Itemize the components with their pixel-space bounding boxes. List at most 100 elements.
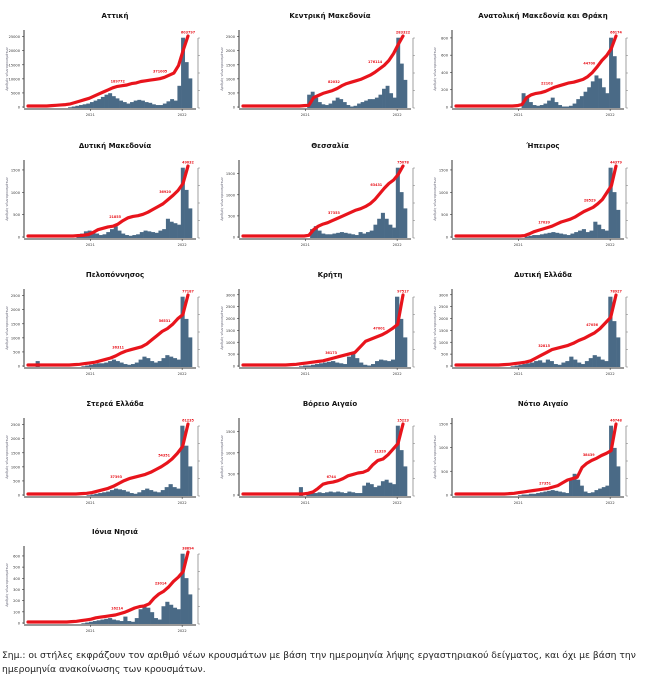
bar: [86, 103, 91, 108]
x-tick-label: 2022: [393, 501, 402, 505]
bar: [336, 491, 341, 496]
region-chart: Δυτική Ελλάδα 0 500 1000 1500 2000 2500 3000 Αρι…: [428, 267, 638, 387]
bar: [184, 62, 189, 108]
bar: [100, 619, 105, 624]
bar: [561, 106, 566, 108]
bar: [133, 100, 138, 108]
bar: [530, 362, 535, 367]
data-label: 63431: [370, 183, 382, 187]
y-axis-label: Αριθμός νέων κρουσμάτων: [220, 306, 224, 349]
y-axis-label: Αριθμός νέων κρουσμάτων: [5, 563, 9, 606]
bar: [349, 106, 354, 108]
cumulative-line: [454, 422, 618, 496]
y-tick-label: 500: [13, 350, 21, 354]
bar: [378, 94, 383, 108]
bar: [547, 490, 552, 496]
x-tick-label: 2022: [178, 501, 187, 505]
bar: [373, 487, 378, 496]
bar: [170, 99, 175, 108]
x-tick-label: 2021: [514, 243, 523, 247]
bar: [121, 490, 126, 496]
bar: [138, 359, 143, 367]
bar: [328, 234, 333, 238]
region-chart: Στερεά Ελλάδα 0 500 1000 1500 2000 2500 Αριθμός…: [0, 396, 210, 516]
bar: [375, 361, 380, 367]
chart-svg: 0 5000 10000 15000 20000 25000 Αριθμός νέων κρ…: [5, 30, 200, 117]
bar: [392, 227, 397, 238]
data-label: 38439: [583, 453, 595, 457]
bar: [184, 318, 189, 367]
cumulative-line: [26, 293, 190, 367]
bar: [313, 226, 318, 238]
bar: [578, 230, 583, 238]
data-label: 77187: [182, 290, 194, 294]
bar: [332, 492, 337, 496]
bar: [176, 359, 181, 367]
x-tick-label: 2021: [301, 113, 310, 117]
bar: [150, 612, 155, 624]
y-tick-label: 0: [18, 236, 21, 240]
bar: [146, 358, 151, 367]
bar: [354, 235, 359, 238]
bar: [310, 493, 315, 496]
bar: [81, 623, 86, 624]
bar: [609, 37, 614, 109]
bar: [172, 358, 178, 367]
bar: [579, 485, 584, 496]
bar: [536, 105, 541, 108]
y-tick-label: 500: [228, 214, 236, 218]
bar: [568, 478, 573, 496]
bar: [550, 97, 555, 108]
bar: [339, 492, 344, 496]
bar: [522, 364, 527, 367]
bar: [92, 621, 97, 624]
data-label: 283322: [396, 31, 411, 35]
bar: [96, 620, 101, 624]
bar: [134, 618, 139, 624]
y-axis-label: Αριθμός νέων κρουσμάτων: [433, 306, 437, 349]
bar: [142, 604, 147, 624]
cumulative-line: [241, 293, 405, 367]
y-axis-label: Αριθμός νέων κρουσμάτων: [433, 47, 437, 90]
bar: [184, 445, 189, 496]
bar: [561, 492, 566, 496]
bar: [169, 356, 174, 367]
bar: [403, 79, 408, 108]
x-tick-label: 2022: [393, 243, 402, 247]
bar: [82, 104, 87, 108]
bar: [169, 604, 174, 624]
bar: [110, 229, 115, 238]
y-tick-label: 0: [233, 365, 236, 369]
region-chart: Θεσσαλία 0 500 1000 1500 Αριθμός νέων κρουσμά…: [215, 138, 425, 258]
bar: [157, 619, 162, 624]
y-tick-label: 500: [228, 472, 236, 476]
bar: [115, 620, 120, 624]
y-tick-label: 1000: [226, 193, 236, 197]
y-tick-label: 1000: [11, 465, 21, 469]
y-tick-label: 500: [441, 470, 449, 474]
bar: [554, 490, 559, 496]
bar: [347, 356, 352, 367]
bar: [360, 102, 365, 108]
bar: [136, 234, 141, 238]
bar: [108, 361, 113, 367]
y-tick-label: 1500: [439, 168, 449, 172]
bar: [392, 97, 397, 108]
y-axis-label: Αριθμός νέων κρουσμάτων: [433, 177, 437, 220]
bar: [117, 489, 123, 496]
bar: [359, 362, 364, 367]
bar: [127, 621, 132, 624]
bar: [351, 492, 356, 496]
bar: [317, 102, 322, 108]
bar: [558, 233, 564, 238]
bar: [162, 103, 167, 108]
bar: [176, 609, 181, 624]
x-tick-label: 2022: [393, 113, 402, 117]
bar: [388, 482, 393, 496]
bar: [343, 493, 348, 496]
bar: [391, 359, 396, 367]
bar: [298, 487, 303, 496]
x-tick-label: 2021: [514, 372, 523, 376]
footnote: Σημ.: οι στήλες εκφράζουν τον αριθμό νέω…: [2, 649, 642, 677]
bar: [123, 616, 128, 624]
